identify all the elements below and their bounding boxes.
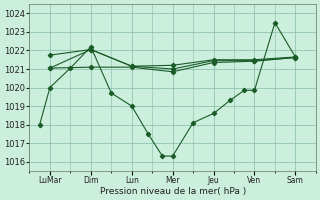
X-axis label: Pression niveau de la mer( hPa ): Pression niveau de la mer( hPa ) bbox=[100, 187, 246, 196]
